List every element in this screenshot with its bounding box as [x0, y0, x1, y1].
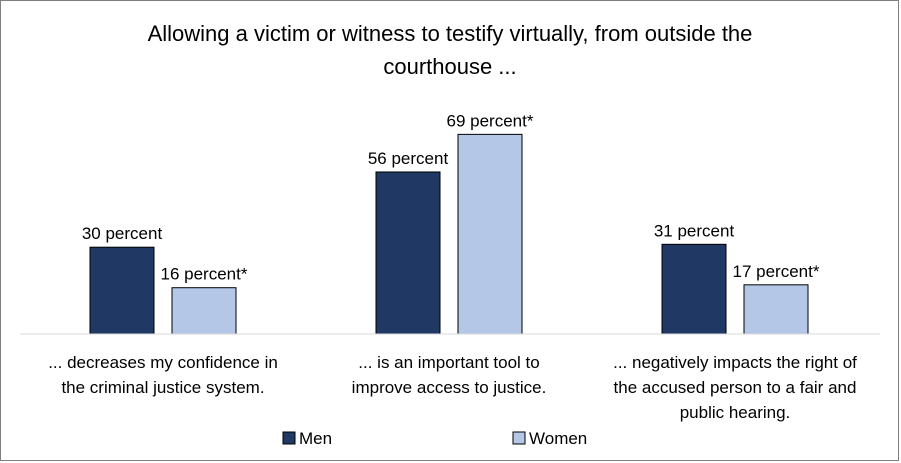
category-label-2-line-2: improve access to justice.	[352, 378, 547, 397]
bar-men-1	[89, 246, 155, 335]
data-label-women-2: 69 percent*	[447, 111, 534, 130]
bar-women-2	[457, 133, 523, 335]
legend-swatch-women	[512, 431, 526, 445]
data-label-men-1: 30 percent	[82, 224, 163, 243]
chart-title-line-1: Allowing a victim or witness to testify …	[148, 21, 753, 46]
data-labels-group: 30 percent 16 percent* 56 percent 69 percen…	[82, 111, 820, 283]
legend: Men Women	[282, 429, 587, 448]
bar-men-2	[375, 171, 441, 335]
bar-men-3	[661, 243, 727, 335]
category-label-1-line-2: the criminal justice system.	[61, 378, 264, 397]
category-label-3-line-3: public hearing.	[680, 403, 791, 422]
category-label-3-line-2: the accused person to a fair and	[614, 378, 857, 397]
bar-women-3	[743, 284, 809, 335]
legend-swatch-men	[282, 431, 296, 445]
legend-label-men: Men	[299, 429, 332, 448]
category-label-3-line-1: ... negatively impacts the right of	[613, 353, 857, 372]
category-label-1-line-1: ... decreases my confidence in	[48, 353, 278, 372]
data-label-women-3: 17 percent*	[733, 262, 820, 281]
bar-women-1	[171, 287, 237, 335]
chart-title-line-2: courthouse ...	[383, 54, 516, 79]
category-label-2-line-1: ... is an important tool to	[358, 353, 539, 372]
category-labels-group: ... decreases my confidence in the crimin…	[48, 353, 857, 422]
data-label-women-1: 16 percent*	[161, 265, 248, 284]
data-label-men-3: 31 percent	[654, 221, 735, 240]
legend-label-women: Women	[529, 429, 587, 448]
data-label-men-2: 56 percent	[368, 149, 449, 168]
chart-title: Allowing a victim or witness to testify …	[148, 21, 753, 79]
